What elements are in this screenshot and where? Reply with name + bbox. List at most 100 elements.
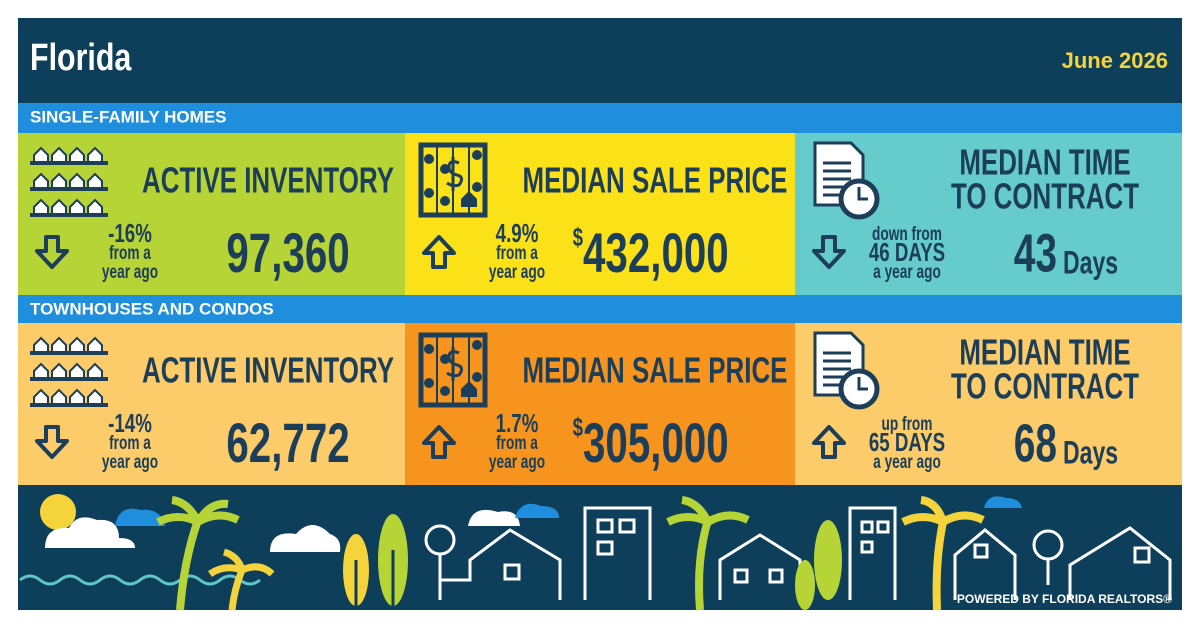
change-text: from a (496, 432, 538, 454)
card-label: ACTIVE INVENTORY (142, 350, 394, 390)
trend-arrow (422, 235, 456, 269)
change-text: year ago (102, 261, 158, 283)
card-label: MEDIAN TIME (959, 332, 1130, 372)
stat-card (795, 323, 1182, 485)
card-value: 43 (1014, 222, 1057, 283)
stat-card (795, 133, 1182, 295)
trend-arrow (35, 235, 69, 269)
change-text: year ago (102, 451, 158, 473)
house-icon (87, 172, 103, 189)
abacus-bead (440, 354, 450, 364)
scenery (19, 494, 1172, 611)
trend-arrow (35, 425, 69, 459)
house-icon (69, 198, 85, 215)
house-icon (33, 172, 49, 189)
stat-card (18, 323, 405, 485)
title: Florida (30, 37, 132, 79)
card-unit: Days (1063, 245, 1118, 281)
abacus-house (461, 381, 477, 397)
card-value: 97,360 (226, 222, 349, 284)
abacus-bead (424, 154, 434, 164)
house-icon (87, 388, 103, 405)
dollar-sign (446, 157, 464, 191)
abacus-bead (472, 182, 482, 192)
change-text: 65 DAYS (869, 427, 945, 457)
abacus-bead (440, 196, 450, 206)
date: June 2026 (1062, 48, 1168, 73)
card-value: 432,000 (583, 222, 729, 284)
house-icon (51, 146, 67, 163)
trend-arrow (422, 425, 456, 459)
change-text: -16% (108, 218, 152, 248)
trend-arrow (812, 235, 846, 269)
change-text: 1.7% (496, 408, 539, 438)
house-icon (33, 336, 49, 353)
abacus-bead (440, 386, 450, 396)
house-icon (69, 388, 85, 405)
change-text: 4.9% (496, 218, 539, 248)
abacus-frame (418, 142, 488, 218)
section-bar (18, 295, 1182, 323)
card-value: 305,000 (583, 412, 729, 474)
abacus-bead (472, 150, 482, 160)
abacus-bead (472, 340, 482, 350)
house-icon (87, 336, 103, 353)
house-icon (51, 336, 67, 353)
house-icon (87, 146, 103, 163)
change-text: from a (109, 432, 151, 454)
card-label: ACTIVE INVENTORY (142, 160, 394, 200)
card-label: MEDIAN SALE PRICE (523, 160, 788, 200)
change-text: -14% (108, 408, 152, 438)
house-icon (51, 388, 67, 405)
abacus-house (461, 191, 477, 207)
change-text: a year ago (873, 261, 941, 283)
change-text: 46 DAYS (869, 237, 945, 267)
section-bar (18, 103, 1182, 133)
change-text: a year ago (873, 451, 941, 473)
dollar-sign (446, 347, 464, 381)
change-text: from a (109, 242, 151, 264)
card-value: 68 (1014, 412, 1057, 473)
stat-card (18, 133, 405, 295)
house-icon (33, 146, 49, 163)
currency-symbol: $ (573, 412, 584, 442)
card-label: TO CONTRACT (951, 366, 1139, 406)
card-value: 62,772 (226, 412, 349, 474)
house-icon (51, 198, 67, 215)
abacus-bead (472, 372, 482, 382)
abacus-bead (424, 188, 434, 198)
clock-hands (857, 377, 868, 391)
stat-card (405, 133, 795, 295)
stat-card (405, 323, 795, 485)
change-text: year ago (489, 451, 545, 473)
card-unit: Days (1063, 435, 1118, 471)
house-icon (69, 362, 85, 379)
change-text: from a (496, 242, 538, 264)
card-label: MEDIAN SALE PRICE (523, 350, 788, 390)
trend-arrow (812, 425, 846, 459)
card-label: TO CONTRACT (951, 176, 1139, 216)
house-icon (51, 172, 67, 189)
change-text: down from (872, 223, 942, 245)
currency-symbol: $ (573, 222, 584, 252)
house-icon (69, 146, 85, 163)
house-icon (87, 198, 103, 215)
abacus-bead (424, 378, 434, 388)
abacus-bead (440, 164, 450, 174)
house-icon (33, 388, 49, 405)
change-text: up from (882, 413, 933, 435)
change-text: year ago (489, 261, 545, 283)
abacus-frame (418, 332, 488, 408)
clock-hands (857, 187, 868, 201)
footer: POWERED BY FLORIDA REALTORS® (957, 592, 1172, 606)
card-label: MEDIAN TIME (959, 142, 1130, 182)
house-icon (87, 362, 103, 379)
house-icon (33, 362, 49, 379)
house-icon (69, 172, 85, 189)
house-icon (51, 362, 67, 379)
house-icon (69, 336, 85, 353)
abacus-bead (424, 344, 434, 354)
section-title: SINGLE-FAMILY HOMES (30, 107, 226, 126)
